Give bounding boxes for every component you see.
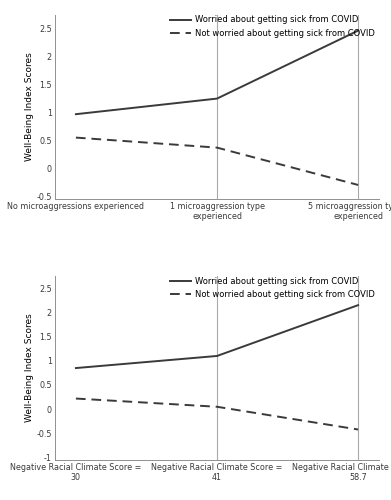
- Line: Worried about getting sick from COVID: Worried about getting sick from COVID: [76, 30, 358, 114]
- Worried about getting sick from COVID: [74, 111, 78, 117]
- Not worried about getting sick from COVID: [74, 134, 78, 140]
- Not worried about getting sick from COVID: [215, 144, 219, 150]
- Not worried about getting sick from COVID: [74, 396, 78, 402]
- Legend: Worried about getting sick from COVID, Not worried about getting sick from COVID: Worried about getting sick from COVID, N…: [170, 16, 375, 38]
- Not worried about getting sick from COVID: [356, 426, 361, 432]
- Worried about getting sick from COVID: [356, 28, 361, 34]
- Y-axis label: Well-Being Index Scores: Well-Being Index Scores: [25, 314, 34, 422]
- Not worried about getting sick from COVID: [215, 404, 219, 410]
- Worried about getting sick from COVID: [74, 365, 78, 371]
- Not worried about getting sick from COVID: [356, 182, 361, 188]
- Worried about getting sick from COVID: [215, 353, 219, 359]
- Line: Worried about getting sick from COVID: Worried about getting sick from COVID: [76, 305, 358, 368]
- Worried about getting sick from COVID: [356, 302, 361, 308]
- Worried about getting sick from COVID: [215, 96, 219, 102]
- Legend: Worried about getting sick from COVID, Not worried about getting sick from COVID: Worried about getting sick from COVID, N…: [170, 276, 375, 299]
- Y-axis label: Well-Being Index Scores: Well-Being Index Scores: [25, 52, 34, 162]
- Line: Not worried about getting sick from COVID: Not worried about getting sick from COVI…: [76, 398, 358, 430]
- Line: Not worried about getting sick from COVID: Not worried about getting sick from COVI…: [76, 138, 358, 185]
